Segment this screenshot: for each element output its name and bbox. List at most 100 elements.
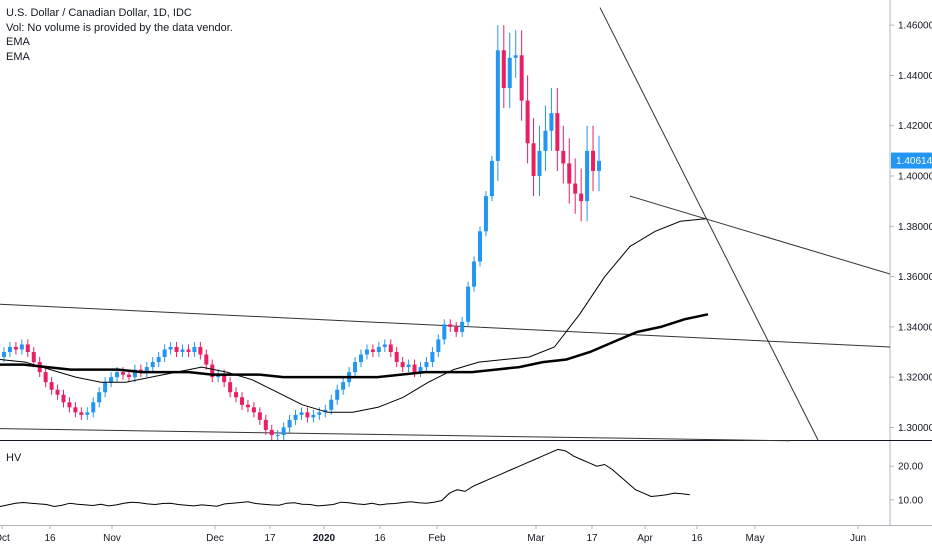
- candle: [472, 256, 477, 292]
- time-tick-label: 16: [691, 533, 703, 544]
- candle-body: [91, 402, 96, 413]
- price-axis[interactable]: 1.30000 1.32000 1.34000 1.36000 1.38000 1.400…: [890, 21, 932, 434]
- candle-body: [567, 163, 572, 184]
- candle-body: [430, 352, 435, 363]
- candle: [269, 424, 274, 440]
- candle: [174, 341, 179, 358]
- candle-body: [192, 346, 197, 352]
- candle: [567, 138, 572, 204]
- candle-body: [513, 55, 518, 58]
- candle-body: [573, 183, 578, 194]
- candle-body: [364, 349, 369, 355]
- hv-label[interactable]: HV: [6, 452, 22, 464]
- ema-slow-label[interactable]: EMA: [6, 50, 30, 63]
- candle-body: [507, 57, 512, 88]
- candle-body: [424, 362, 429, 368]
- time-tick-label: Dec: [206, 533, 224, 544]
- candle-body: [323, 409, 328, 413]
- candle-body: [186, 349, 191, 352]
- candle: [162, 344, 167, 363]
- candle-body: [317, 412, 322, 415]
- ema-fast-line: [0, 313, 709, 379]
- candle: [519, 30, 524, 121]
- time-tick-label: Feb: [428, 533, 446, 544]
- candle-body: [222, 374, 227, 383]
- candle-body: [585, 150, 590, 202]
- candle: [573, 158, 578, 214]
- candle: [364, 344, 369, 360]
- candle: [251, 402, 256, 418]
- price-tick-label: 1.46000: [898, 21, 932, 32]
- candle-body: [150, 362, 155, 368]
- ema-fast-label[interactable]: EMA: [6, 36, 30, 48]
- candle-body: [234, 392, 239, 398]
- candle: [132, 364, 137, 383]
- candle: [436, 334, 441, 358]
- price-tick-label: 1.32000: [898, 373, 932, 384]
- candle-body: [245, 404, 250, 408]
- candle-body: [543, 130, 548, 151]
- candle: [424, 357, 429, 373]
- hv-pane[interactable]: 10.00 20.00: [0, 448, 923, 508]
- candle: [561, 125, 566, 184]
- time-tick-label: 17: [264, 533, 276, 544]
- candle: [406, 359, 411, 373]
- candle-body: [454, 326, 459, 332]
- candle-body: [73, 407, 78, 413]
- candle-body: [67, 402, 72, 408]
- candle: [186, 344, 191, 358]
- candle-body: [376, 346, 381, 352]
- candle-body: [109, 377, 114, 383]
- candle: [466, 281, 471, 327]
- time-tick-label: 16: [374, 533, 386, 544]
- candle-body: [216, 374, 221, 378]
- candle-body: [204, 354, 209, 365]
- candle: [448, 319, 453, 332]
- candle: [460, 316, 465, 337]
- candle: [49, 377, 54, 395]
- candle-body: [103, 382, 108, 393]
- candle-body: [400, 362, 405, 368]
- ema-lines: [0, 218, 709, 413]
- candle: [305, 407, 310, 423]
- candle: [430, 346, 435, 368]
- time-axis[interactable]: Oct 16 Nov Dec 17 2020 16 Feb Mar 17 Apr 16 May Jun: [0, 525, 866, 544]
- candle-body: [168, 346, 173, 350]
- candle-body: [31, 352, 36, 363]
- candle-body: [240, 397, 244, 405]
- candle: [234, 387, 239, 403]
- candle-body: [311, 414, 316, 418]
- candle-body: [353, 362, 358, 373]
- price-tick-label: 1.34000: [898, 322, 932, 333]
- candle-body: [359, 354, 363, 363]
- candle-body: [263, 419, 268, 430]
- candle: [388, 339, 393, 358]
- candle-body: [501, 50, 506, 88]
- candle: [335, 384, 340, 405]
- candle: [400, 357, 405, 373]
- candle: [555, 88, 560, 171]
- candle: [91, 397, 96, 418]
- candle-body: [156, 357, 161, 363]
- candle-body: [115, 372, 120, 378]
- candle: [192, 341, 197, 358]
- candle-body: [2, 352, 6, 358]
- candle: [97, 387, 102, 408]
- candle-body: [519, 55, 524, 101]
- candle-body: [382, 344, 387, 347]
- candle: [299, 407, 304, 420]
- candle: [228, 377, 233, 398]
- candle-body: [406, 364, 411, 368]
- candle: [55, 384, 60, 400]
- candle: [311, 409, 316, 423]
- candle: [79, 407, 84, 420]
- candle: [382, 339, 387, 352]
- time-tick-label: Mar: [527, 533, 545, 544]
- candle-body: [561, 150, 566, 164]
- symbol-title[interactable]: U.S. Dollar / Canadian Dollar, 1D, IDC: [6, 7, 192, 19]
- candle: [109, 372, 114, 388]
- candle-body: [126, 374, 131, 378]
- price-pane[interactable]: [0, 0, 932, 526]
- candle-body: [418, 367, 423, 373]
